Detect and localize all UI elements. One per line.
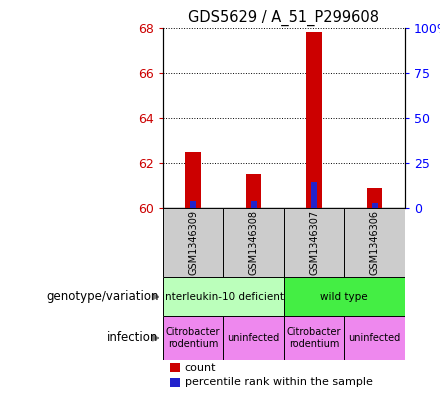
Text: Citrobacter
rodentium: Citrobacter rodentium xyxy=(166,327,220,349)
Text: Citrobacter
rodentium: Citrobacter rodentium xyxy=(287,327,341,349)
Text: GSM1346307: GSM1346307 xyxy=(309,210,319,275)
Title: GDS5629 / A_51_P299608: GDS5629 / A_51_P299608 xyxy=(188,10,379,26)
Bar xyxy=(246,174,261,208)
Bar xyxy=(250,201,257,208)
FancyBboxPatch shape xyxy=(223,316,284,360)
Bar xyxy=(186,152,201,208)
FancyBboxPatch shape xyxy=(223,208,284,277)
Text: GSM1346306: GSM1346306 xyxy=(370,210,380,275)
Text: genotype/variation: genotype/variation xyxy=(46,290,158,303)
FancyBboxPatch shape xyxy=(284,208,345,277)
Bar xyxy=(190,201,196,208)
FancyBboxPatch shape xyxy=(284,277,405,316)
Bar xyxy=(367,188,382,208)
FancyBboxPatch shape xyxy=(345,208,405,277)
Bar xyxy=(170,378,180,387)
FancyBboxPatch shape xyxy=(163,277,284,316)
Bar xyxy=(371,203,378,208)
Text: percentile rank within the sample: percentile rank within the sample xyxy=(185,377,372,387)
Text: uninfected: uninfected xyxy=(348,333,401,343)
Bar xyxy=(170,363,180,372)
FancyBboxPatch shape xyxy=(345,316,405,360)
Text: count: count xyxy=(185,363,216,373)
FancyBboxPatch shape xyxy=(163,208,223,277)
FancyBboxPatch shape xyxy=(284,316,345,360)
Text: GSM1346308: GSM1346308 xyxy=(249,210,259,275)
Text: infection: infection xyxy=(107,331,158,345)
Text: interleukin-10 deficient: interleukin-10 deficient xyxy=(162,292,284,302)
Text: wild type: wild type xyxy=(320,292,368,302)
Text: uninfected: uninfected xyxy=(227,333,280,343)
Bar xyxy=(307,32,322,208)
Bar xyxy=(311,182,317,208)
FancyBboxPatch shape xyxy=(163,316,223,360)
Text: GSM1346309: GSM1346309 xyxy=(188,210,198,275)
